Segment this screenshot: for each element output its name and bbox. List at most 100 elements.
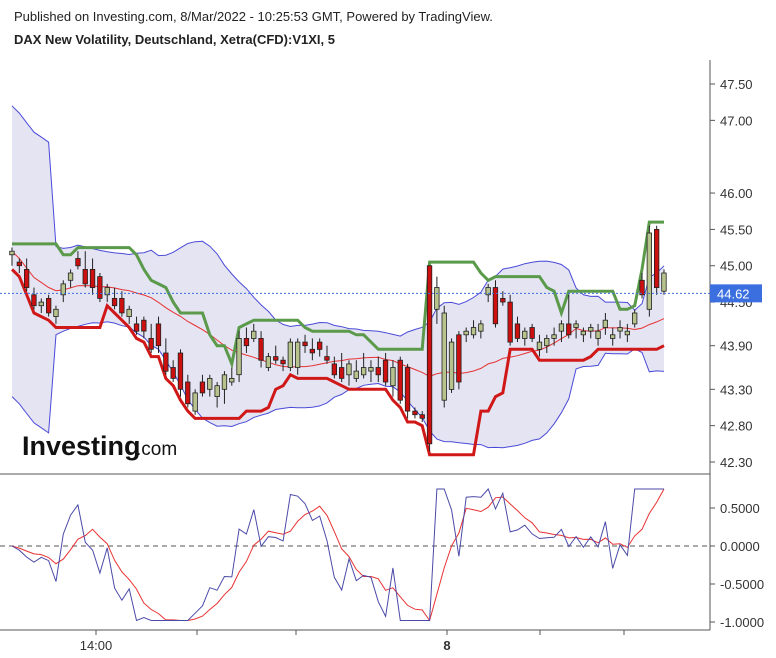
candle-body [309, 348, 316, 354]
price-tick-label: 46.00 [720, 186, 753, 201]
candle-body [192, 392, 198, 412]
candle-body [67, 272, 74, 281]
candle-body [258, 337, 264, 361]
oscillator-signal-line [11, 488, 665, 622]
candle-body [221, 374, 228, 390]
candle-body [617, 327, 623, 332]
logo-brand: Investing [22, 431, 141, 461]
instrument-title: DAX New Volatility, Deutschland, Xetra(C… [14, 32, 335, 47]
oscillator-pane [0, 488, 710, 622]
candle-body [624, 330, 630, 336]
candle-body [646, 232, 652, 310]
logo-suffix: .com [136, 439, 177, 460]
candle-body [324, 356, 330, 361]
candle-body [632, 312, 638, 325]
candle-body [500, 297, 506, 303]
candle-body [75, 258, 81, 267]
price-tick-label: 43.90 [720, 339, 753, 354]
candle-body [573, 323, 579, 328]
price-tick-label: 47.00 [720, 113, 753, 128]
candle-body [426, 265, 433, 445]
candle-body [133, 323, 140, 332]
candle-body [390, 367, 396, 387]
candle-body [507, 301, 513, 343]
last-price-value: 44.62 [717, 286, 750, 301]
candle-body [273, 356, 279, 361]
published-note: Published on Investing.com, 8/Mar/2022 -… [14, 9, 493, 24]
candle-body [470, 327, 477, 336]
candle-body [294, 341, 301, 368]
stop-down-line [10, 268, 665, 457]
candle-body [163, 352, 169, 372]
candle-body [82, 268, 88, 285]
candle-body [229, 377, 235, 383]
investing-logo: Investing .com [22, 431, 177, 461]
bollinger-upper-line [11, 105, 665, 337]
candle-body [639, 279, 645, 296]
candle-body [38, 301, 44, 307]
candle-body [397, 359, 403, 401]
osc-tick-label: 0.5000 [720, 501, 760, 516]
osc-tick-label: 0.0000 [720, 539, 760, 554]
moving-average-line [11, 250, 665, 377]
price-tick-label: 42.80 [720, 419, 753, 434]
time-tick-label: 8 [443, 638, 450, 653]
candle-body [610, 334, 616, 339]
candle-body [492, 287, 499, 325]
candle-body [46, 297, 52, 314]
candle-body [170, 367, 176, 379]
price-tick-label: 47.50 [720, 77, 753, 92]
candle-body [214, 385, 220, 398]
candle-body [353, 370, 359, 379]
candle-body [558, 323, 565, 332]
candle-body [16, 261, 23, 267]
candle-body [441, 312, 447, 401]
candle-body [104, 287, 110, 296]
candle-body [544, 337, 550, 347]
candle-body [265, 356, 272, 368]
candle-body [199, 381, 206, 394]
candle-body [412, 410, 418, 416]
oscillator-axis[interactable]: 0.5000 0.0000 -0.5000 -1.0000 [710, 501, 764, 630]
candle-body [595, 330, 601, 339]
candle-body [514, 323, 521, 339]
candle-body [551, 334, 557, 339]
candle-body [368, 367, 374, 372]
candle-body [155, 323, 162, 347]
candle-body [485, 287, 491, 296]
candle-body [654, 228, 660, 288]
last-price-tag: 44.62 [710, 284, 762, 303]
price-tick-label: 45.00 [720, 259, 753, 274]
candle-body [89, 268, 96, 288]
candle-body [60, 283, 66, 296]
candle-body [280, 359, 286, 365]
candle-body [588, 327, 594, 332]
candle-body [111, 297, 118, 307]
price-axis[interactable]: 47.5047.0046.0045.5045.0044.5043.9043.30… [710, 77, 753, 470]
candle-body [23, 268, 30, 288]
candle-body [566, 323, 572, 336]
last-price-tag-bg [710, 284, 762, 303]
candle-body [382, 359, 389, 383]
time-axis[interactable]: 14:00 8 [80, 630, 625, 653]
candle-body [478, 323, 484, 332]
candle-body [31, 294, 37, 307]
candle-body [404, 367, 411, 412]
candle-body [126, 308, 132, 317]
time-tick-label: 14:00 [80, 638, 113, 653]
candle-body [53, 308, 59, 317]
candle-body [346, 363, 352, 376]
candle-body [602, 319, 608, 328]
price-tick-label: 45.50 [720, 222, 753, 237]
price-pane [0, 105, 710, 457]
bollinger-lower-line [11, 321, 665, 449]
candle-body [375, 367, 381, 376]
candle-body [419, 414, 425, 419]
osc-tick-label: -1.0000 [720, 615, 764, 630]
candle-body [148, 337, 154, 350]
price-tick-label: 43.30 [720, 382, 753, 397]
candle-body [251, 330, 257, 339]
oscillator-main-line [11, 488, 664, 622]
bollinger-band-fill [12, 105, 664, 448]
